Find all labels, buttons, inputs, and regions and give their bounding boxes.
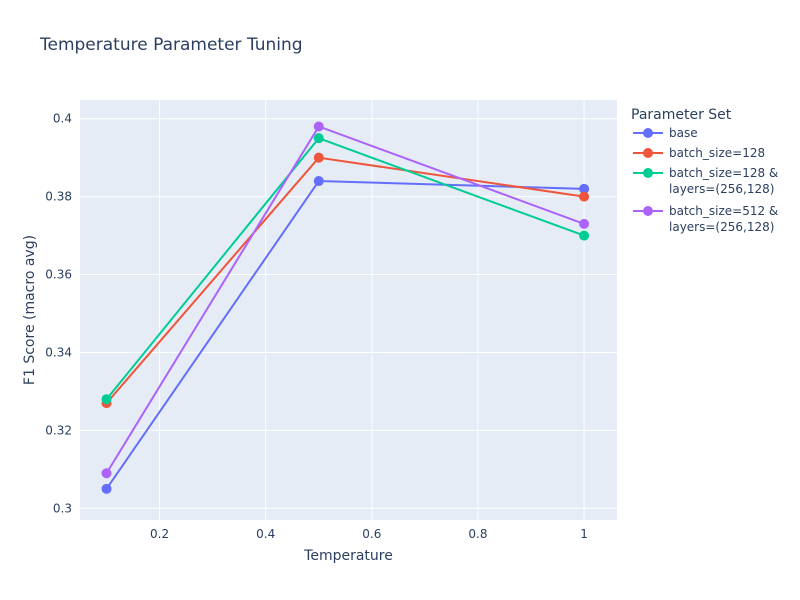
legend-label: base (669, 126, 698, 140)
legend-swatch-marker (643, 128, 653, 138)
data-point[interactable] (313, 121, 324, 132)
series-2 (101, 133, 590, 405)
legend-item[interactable]: batch_size=128 (633, 146, 765, 160)
y-tick-label: 0.38 (45, 190, 72, 204)
data-point[interactable] (313, 176, 324, 187)
data-point[interactable] (579, 191, 590, 202)
legend-items: base batch_size=128 batch_size=128 & layers… (633, 126, 778, 234)
legend-swatch-marker (643, 168, 653, 178)
data-point[interactable] (579, 218, 590, 229)
x-axis-label: Temperature (303, 548, 393, 564)
legend-item[interactable]: base (633, 126, 698, 140)
legend-label: batch_size=128 (669, 146, 765, 160)
plot-area (80, 100, 617, 520)
x-tick-label: 0.2 (150, 527, 169, 541)
legend-swatch-marker (643, 206, 653, 216)
chart-title: Temperature Parameter Tuning (39, 35, 303, 55)
x-tick-label: 0.4 (256, 527, 275, 541)
y-tick-label: 0.32 (45, 423, 72, 437)
data-point[interactable] (313, 133, 324, 144)
x-tick-label: 0.8 (468, 527, 487, 541)
legend-label: layers=(256,128) (669, 220, 774, 234)
legend-label: batch_size=128 & (669, 166, 778, 180)
legend-title: Parameter Set (631, 107, 732, 123)
series-3 (101, 121, 590, 479)
x-tick-label: 1 (580, 527, 588, 541)
legend-item[interactable]: batch_size=512 & layers=(256,128) (633, 204, 778, 234)
legend-item[interactable]: batch_size=128 & layers=(256,128) (633, 166, 778, 196)
legend-swatch-marker (643, 148, 653, 158)
series-0 (101, 176, 590, 494)
legend-label: layers=(256,128) (669, 182, 774, 196)
y-tick-label: 0.3 (53, 501, 72, 515)
y-tick-label: 0.34 (45, 345, 72, 359)
data-point[interactable] (101, 468, 112, 479)
y-tick-label: 0.4 (53, 112, 72, 126)
data-point[interactable] (101, 394, 112, 405)
x-axis-ticks: 0.2 0.4 0.6 0.8 1 (150, 527, 588, 541)
legend-label: batch_size=512 & (669, 204, 778, 218)
data-point[interactable] (579, 183, 590, 194)
y-axis-ticks: 0.3 0.32 0.34 0.36 0.38 0.4 (45, 112, 72, 516)
data-point[interactable] (579, 230, 590, 241)
x-tick-label: 0.6 (362, 527, 381, 541)
series-layer (101, 121, 590, 494)
y-axis-label: F1 Score (macro avg) (22, 235, 38, 385)
data-point[interactable] (313, 152, 324, 163)
legend[interactable]: Parameter Set base batch_size=128 batch_si… (631, 107, 778, 234)
y-tick-label: 0.36 (45, 268, 72, 282)
data-point[interactable] (101, 483, 112, 494)
grid-lines (80, 100, 617, 520)
